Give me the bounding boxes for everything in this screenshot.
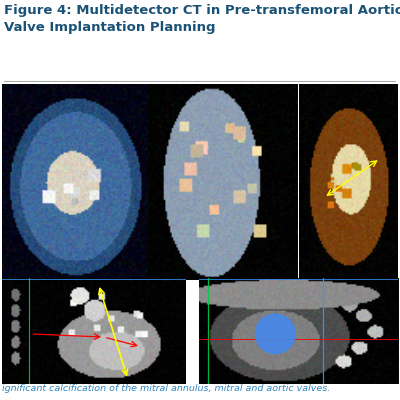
Text: ignificant calcification of the mitral annulus, mitral and aortic valves.: ignificant calcification of the mitral a… bbox=[2, 384, 330, 393]
Text: Figure 4: Multidetector CT in Pre-transfemoral Aortic
Valve Implantation Plannin: Figure 4: Multidetector CT in Pre-transf… bbox=[4, 4, 400, 34]
Circle shape bbox=[255, 314, 295, 354]
